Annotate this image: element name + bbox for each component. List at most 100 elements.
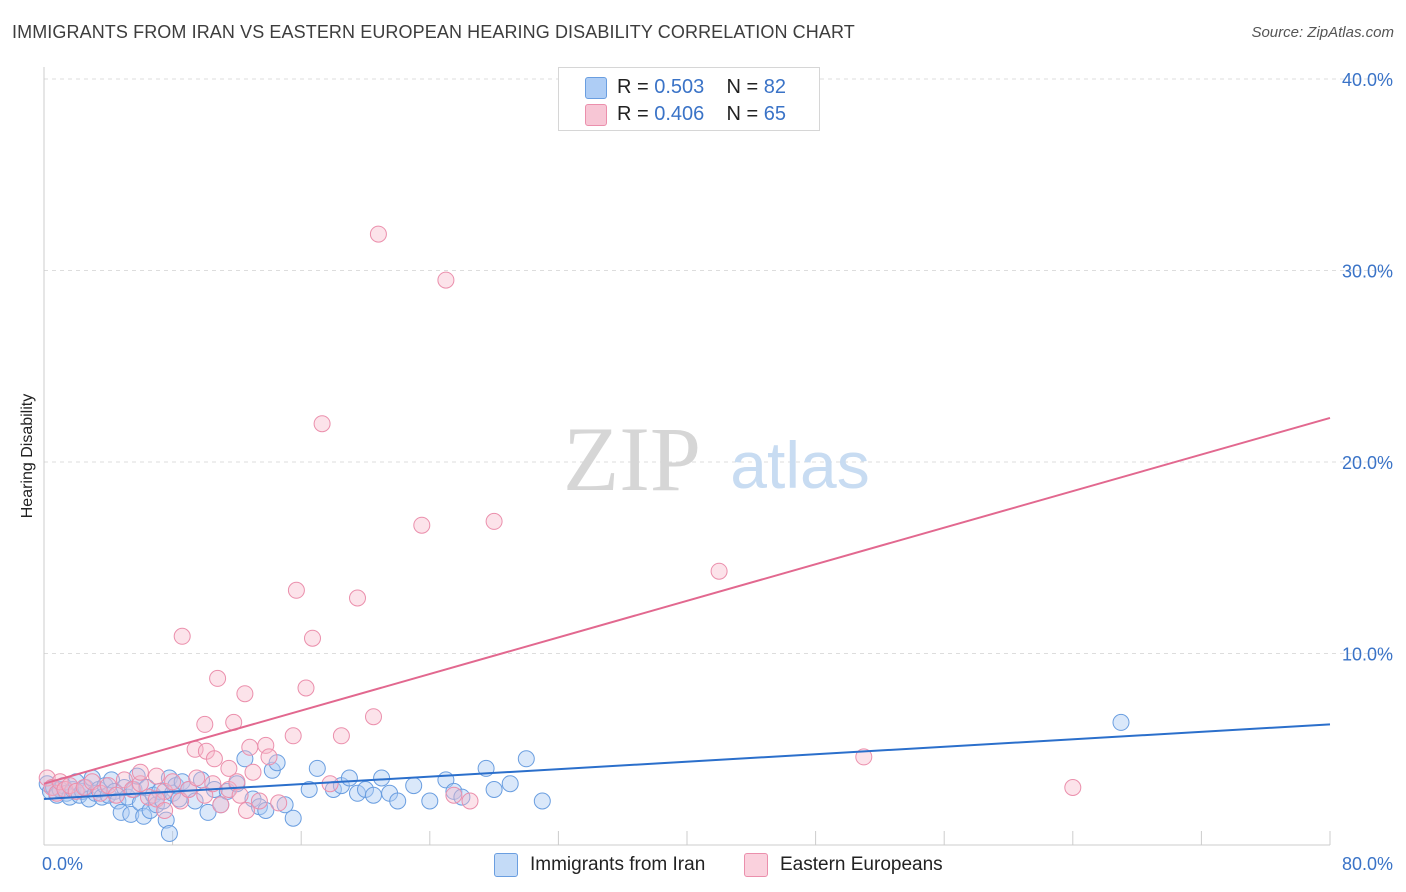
point-eastern	[241, 738, 259, 756]
correlation-stats-box: R = 0.503 N = 82 R = 0.406 N = 65	[558, 67, 820, 131]
point-iran	[340, 769, 358, 787]
point-eastern	[238, 802, 255, 819]
point-eastern	[83, 773, 101, 791]
point-eastern	[67, 782, 85, 800]
trend-lines	[43, 416, 1331, 801]
point-iran	[405, 777, 423, 795]
point-eastern	[205, 750, 223, 768]
point-eastern	[209, 669, 227, 687]
point-eastern	[173, 627, 191, 645]
point-eastern	[188, 769, 206, 787]
point-eastern	[270, 794, 288, 812]
y-tick-label: 40.0%	[1342, 70, 1393, 90]
stats-swatch-eastern	[585, 104, 607, 126]
point-eastern	[220, 759, 238, 777]
grid-lines	[44, 78, 1392, 654]
stats-r-value: 0.503	[654, 75, 705, 98]
point-eastern	[228, 773, 246, 791]
point-iran	[284, 809, 302, 827]
point-eastern	[131, 763, 149, 781]
point-eastern	[445, 786, 463, 804]
y-tick-label: 30.0%	[1342, 262, 1393, 282]
point-iran	[373, 769, 391, 787]
point-eastern	[148, 790, 165, 808]
source-label: Source: ZipAtlas.com	[1251, 24, 1394, 41]
point-eastern	[204, 775, 222, 793]
point-eastern	[148, 767, 165, 785]
series-eastern-points	[38, 225, 1082, 819]
stats-r-label: R =	[617, 75, 649, 98]
point-eastern	[164, 773, 182, 791]
point-iran	[517, 750, 535, 768]
point-eastern	[332, 727, 350, 745]
chart-title: IMMIGRANTS FROM IRAN VS EASTERN EUROPEAN…	[12, 22, 855, 42]
point-eastern	[485, 512, 503, 530]
point-eastern	[212, 796, 230, 814]
point-eastern	[461, 792, 479, 810]
stats-r-value: 0.406	[654, 102, 705, 125]
point-eastern	[304, 629, 321, 647]
point-eastern	[297, 679, 315, 697]
watermark-zip: ZIP	[563, 408, 701, 510]
point-eastern	[61, 777, 79, 795]
x-tick-label: 0.0%	[42, 854, 83, 874]
point-iran	[257, 802, 275, 819]
legend-item-eastern[interactable]: Eastern Europeans	[744, 852, 943, 878]
point-iran	[485, 781, 503, 798]
point-iran	[365, 786, 382, 804]
point-iran	[135, 807, 153, 825]
point-eastern	[244, 763, 262, 781]
point-iran	[308, 759, 326, 777]
point-eastern	[260, 748, 278, 766]
point-iran	[300, 781, 318, 798]
point-iran	[122, 805, 140, 823]
legend-item-iran[interactable]: Immigrants from Iran	[494, 852, 705, 878]
x-tick-label: 80.0%	[1342, 854, 1393, 874]
point-eastern	[710, 562, 728, 580]
watermark: ZIP atlas	[563, 408, 870, 510]
point-eastern	[313, 415, 331, 433]
point-eastern	[349, 589, 366, 607]
point-iran	[501, 775, 519, 793]
data-points	[38, 225, 1130, 842]
y-axis-label: Hearing Disability	[19, 393, 36, 519]
point-eastern	[413, 516, 431, 534]
legend-swatch-eastern	[744, 853, 768, 877]
axes	[43, 67, 1331, 846]
point-eastern	[855, 748, 873, 766]
point-eastern	[369, 225, 387, 243]
point-iran	[389, 792, 407, 810]
point-iran	[160, 825, 178, 842]
tick-labels: 10.0% 20.0% 30.0% 40.0% 0.0% 80.0%	[42, 70, 1393, 874]
point-eastern	[172, 792, 190, 810]
point-iran	[276, 796, 294, 814]
y-tick-label: 10.0%	[1342, 645, 1393, 665]
stats-n-value: 82	[763, 75, 787, 98]
trend-line-iran	[43, 723, 1331, 801]
point-eastern	[365, 708, 382, 726]
point-eastern	[196, 715, 214, 733]
point-eastern	[250, 792, 268, 810]
stats-n-label: N =	[726, 102, 759, 125]
point-eastern	[287, 581, 305, 599]
legend-label-eastern: Eastern Europeans	[780, 854, 943, 875]
stats-swatch-iran	[585, 77, 607, 99]
stats-n-label: N =	[726, 75, 759, 98]
trend-line-eastern	[43, 416, 1331, 785]
point-iran	[1112, 713, 1130, 731]
point-iran	[533, 792, 551, 810]
stats-r-label: R =	[617, 102, 649, 125]
stats-n-value: 65	[763, 102, 787, 125]
point-eastern	[1064, 779, 1082, 796]
legend-swatch-iran	[494, 853, 518, 877]
legend-label-iran: Immigrants from Iran	[530, 854, 706, 875]
point-eastern	[437, 271, 455, 289]
point-iran	[199, 803, 217, 821]
y-tick-label: 20.0%	[1342, 453, 1393, 473]
point-eastern	[284, 727, 302, 745]
legend: Immigrants from Iran Eastern Europeans	[0, 852, 1406, 878]
point-eastern	[231, 786, 249, 804]
point-iran	[109, 792, 127, 810]
point-iran	[421, 792, 439, 810]
